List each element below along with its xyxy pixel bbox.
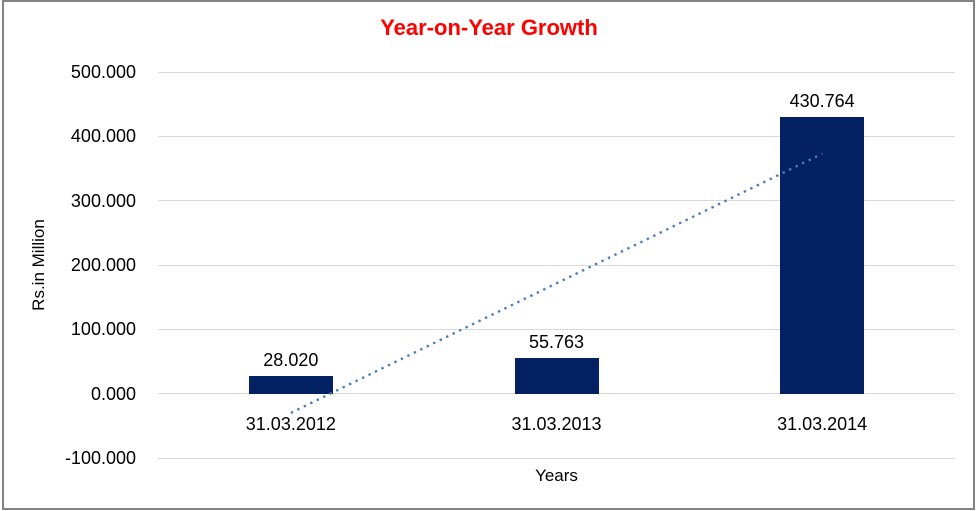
y-tick-label: 400.000 (70, 126, 136, 147)
bar-value-label: 430.764 (789, 90, 855, 111)
y-axis-title: Rs.in Million (29, 219, 48, 311)
x-category-label: 31.03.2012 (245, 413, 336, 434)
y-tick-label: -100.000 (64, 448, 136, 468)
x-category-label: 31.03.2013 (511, 413, 602, 434)
y-tick-label: 500.000 (70, 62, 136, 82)
gridline (158, 71, 955, 73)
y-tick-label: 200.000 (70, 255, 136, 275)
bar (780, 116, 865, 394)
gridline (158, 135, 955, 137)
bar-value-label: 55.763 (528, 331, 585, 352)
bar-value-label: 28.020 (263, 349, 319, 370)
y-tick-label: 0.000 (90, 383, 136, 404)
y-tick-label: 100.000 (70, 319, 136, 340)
chart-title: Year-on-Year Growth (380, 15, 598, 40)
bar (514, 357, 599, 394)
x-axis-title: Years (535, 466, 578, 485)
bar (248, 375, 333, 394)
gridline (158, 457, 955, 459)
y-tick-label: 300.000 (70, 190, 136, 211)
x-category-label: 31.03.2014 (777, 413, 868, 434)
